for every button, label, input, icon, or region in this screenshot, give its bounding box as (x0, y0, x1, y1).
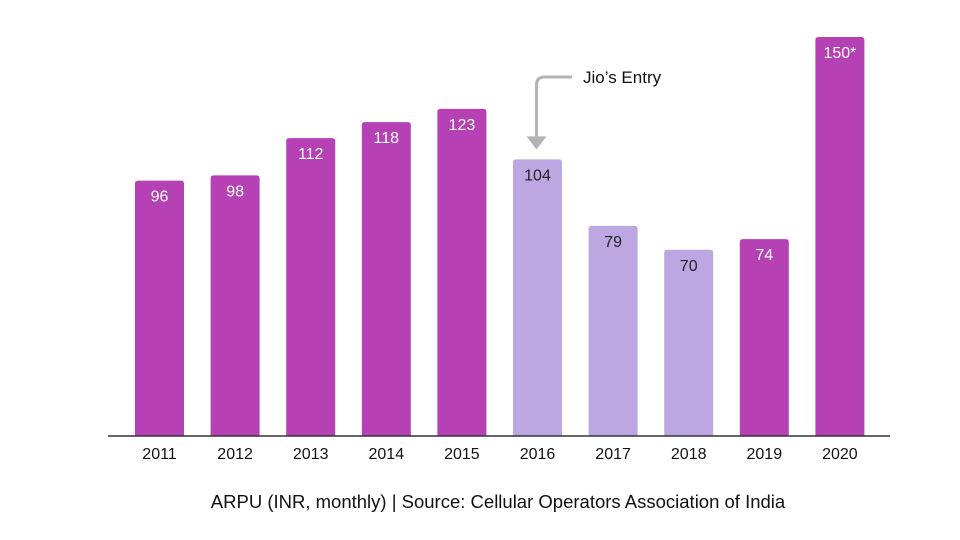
bar-2014 (361, 122, 411, 437)
bar-value-label-2012: 98 (226, 183, 244, 200)
bar-2013 (286, 138, 336, 436)
bar-value-label-2016: 104 (524, 167, 551, 184)
bar-value-label-2013: 112 (298, 146, 324, 163)
bar-value-label-2014: 118 (374, 130, 400, 147)
bar-value-label-2019: 74 (755, 247, 773, 264)
annotation-arrowhead-icon (526, 136, 547, 150)
x-tick-label-2018: 2018 (671, 446, 707, 463)
bar-value-label-2011: 96 (151, 189, 169, 206)
x-tick-label-2011: 2011 (142, 446, 177, 463)
x-tick-label-2017: 2017 (595, 446, 631, 463)
bar-2019 (739, 239, 789, 436)
bar-2015 (437, 108, 487, 436)
x-tick-label-2019: 2019 (747, 446, 783, 463)
bar-value-label-2017: 79 (604, 234, 622, 251)
jio-entry-annotation: Jio’s Entry (526, 68, 662, 150)
bar-2018 (664, 249, 714, 436)
bar-value-label-2018: 70 (680, 258, 698, 275)
bar-2017 (588, 225, 638, 436)
bar-2012 (210, 175, 260, 436)
bar-labels-group: 96 98 112 118 123 104 79 70 74 150* (151, 45, 857, 275)
annotation-text: Jio’s Entry (583, 68, 662, 87)
bar-2020 (815, 37, 865, 436)
bar-value-label-2015: 123 (449, 117, 476, 134)
chart-caption: ARPU (INR, monthly) | Source: Cellular O… (211, 491, 786, 512)
bar-2016 (513, 159, 562, 437)
x-tick-label-2020: 2020 (822, 446, 858, 463)
bar-value-label-2020: 150* (823, 45, 856, 62)
bar-2011 (135, 180, 184, 436)
x-tick-labels-group: 2011 2012 2013 2014 2015 2016 2017 2018 2019 2020 (142, 446, 858, 463)
x-tick-label-2013: 2013 (293, 446, 329, 463)
annotation-arrow-icon (535, 75, 572, 137)
x-tick-label-2015: 2015 (444, 446, 480, 463)
x-tick-label-2016: 2016 (520, 446, 556, 463)
x-tick-label-2012: 2012 (217, 446, 253, 463)
bars-group (135, 37, 865, 437)
x-tick-label-2014: 2014 (369, 446, 405, 463)
